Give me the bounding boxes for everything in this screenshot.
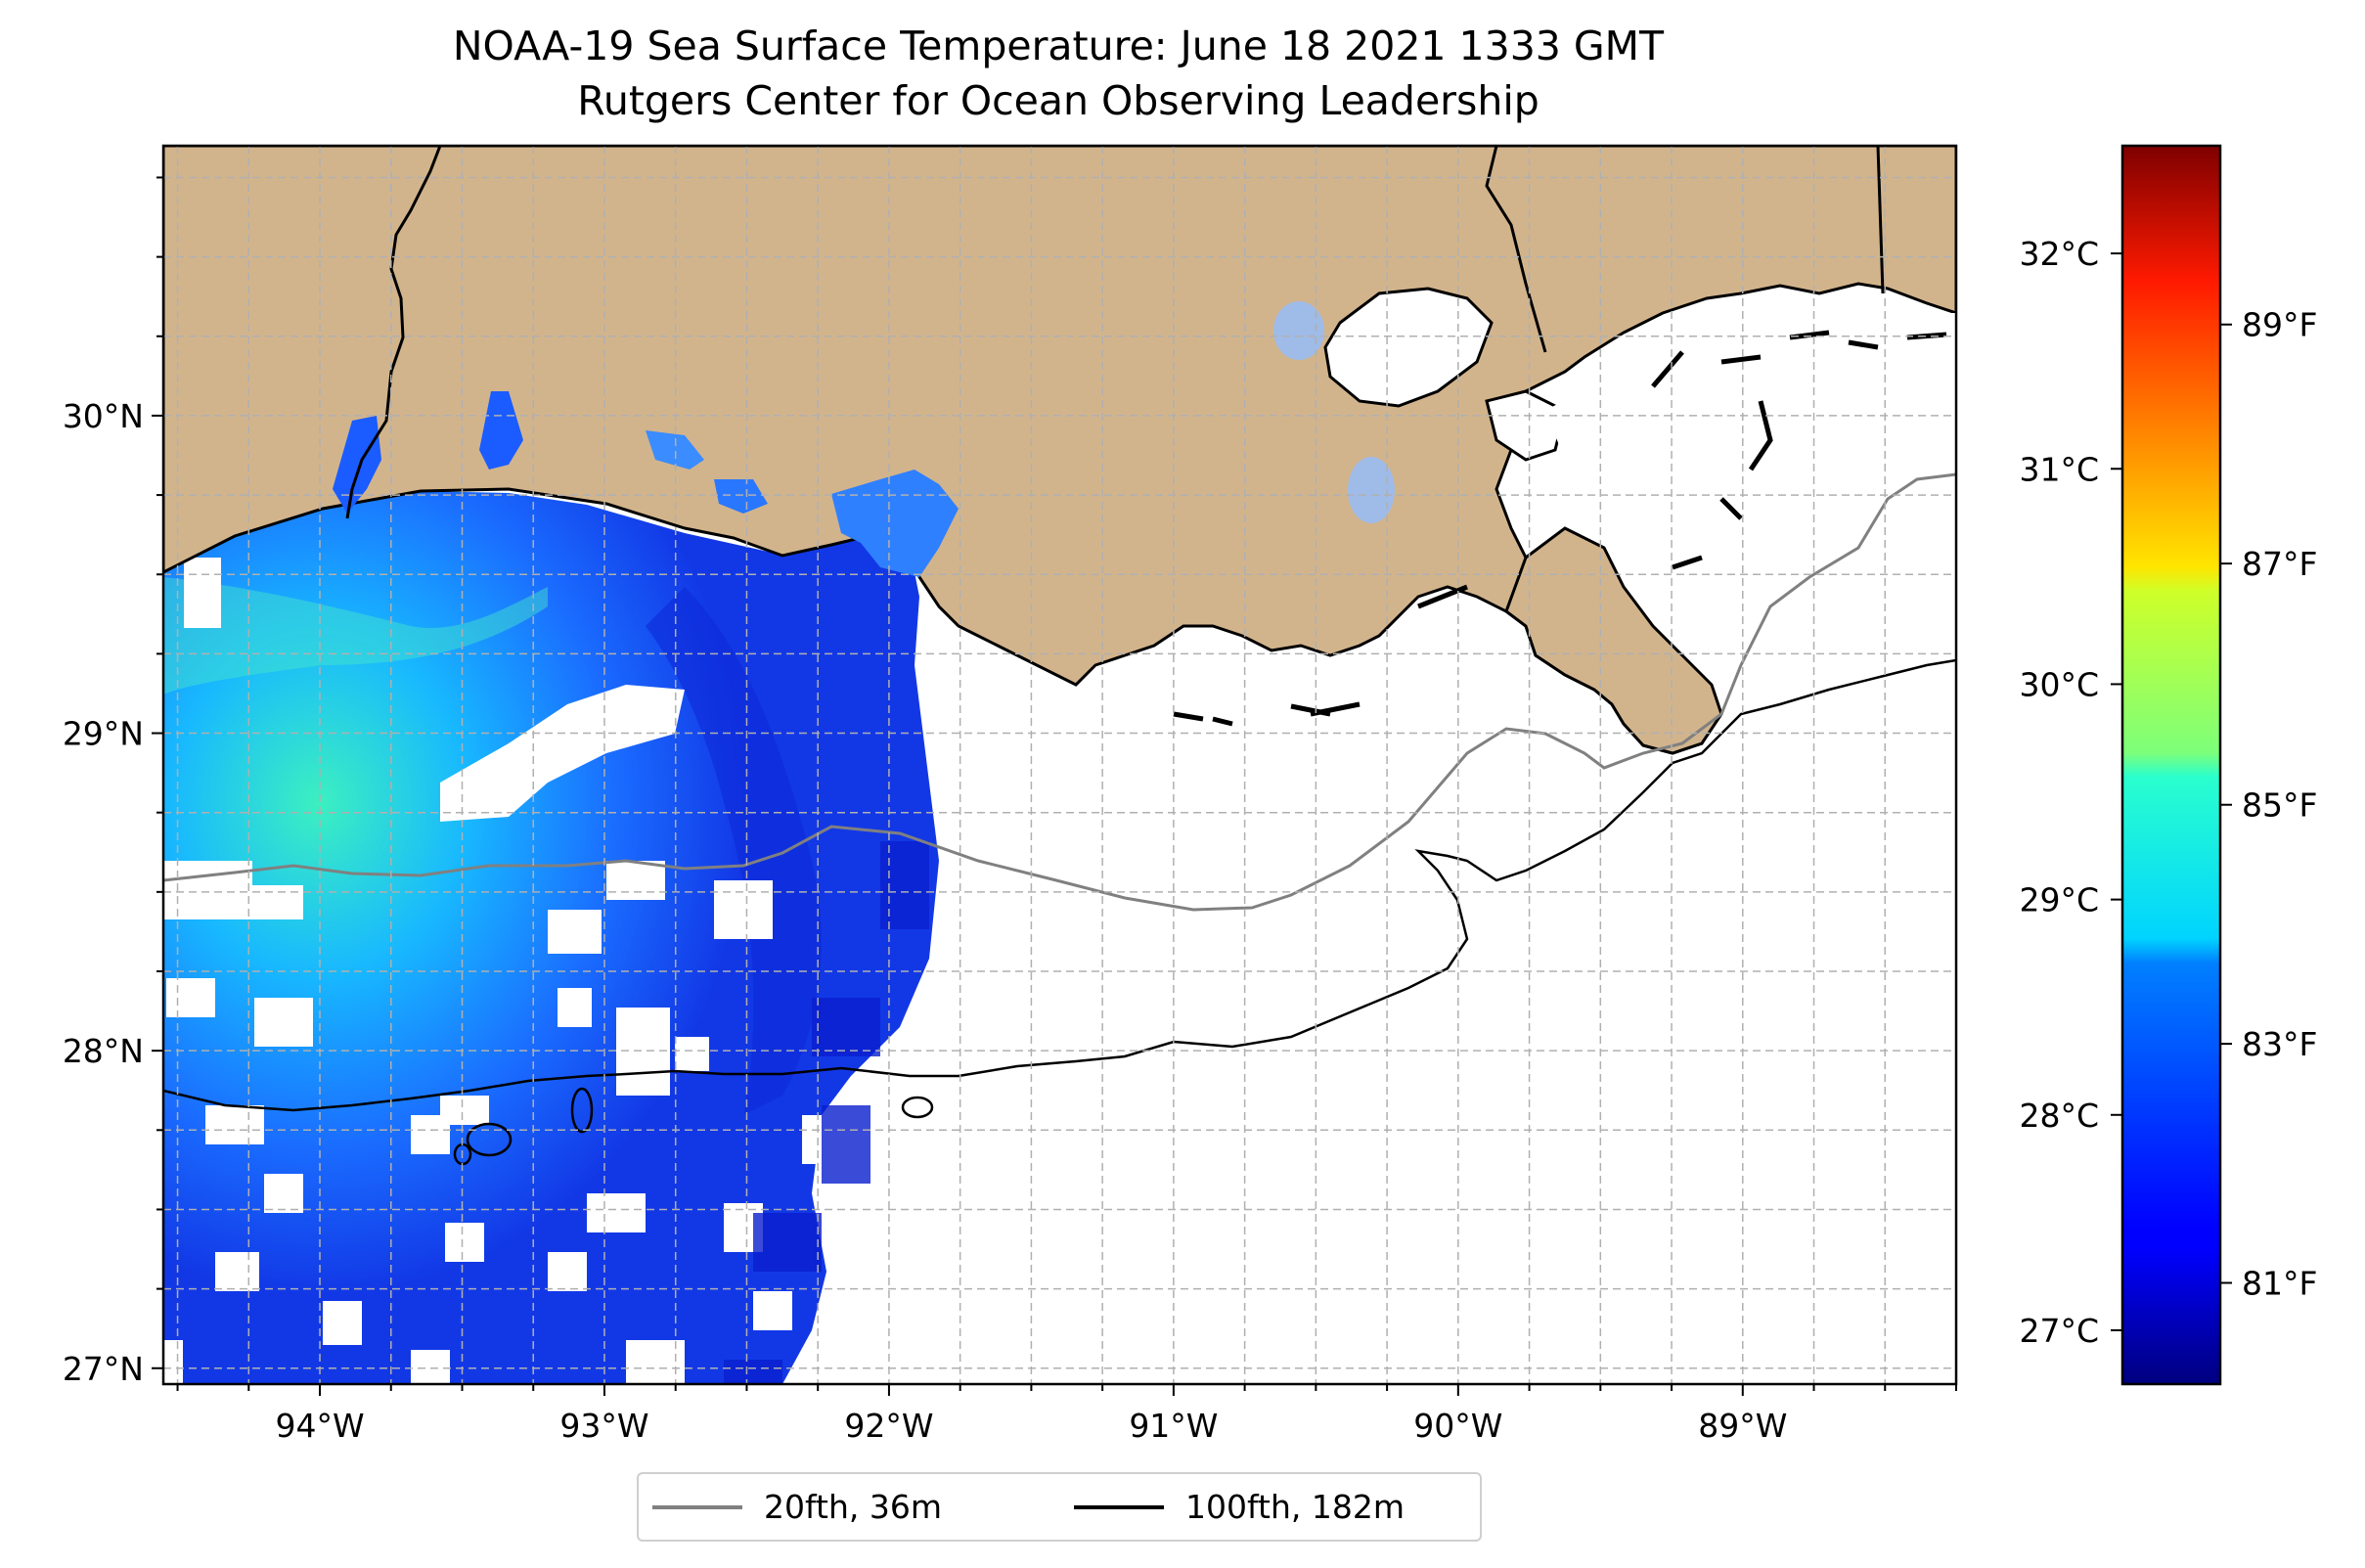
legend-item-100fth: 100fth, 182m [1074, 1474, 1405, 1540]
mississippi-sound [1545, 308, 1956, 704]
fahrenheit-tick-label: 83°F [2242, 1025, 2317, 1063]
border-la-ms [1485, 146, 1547, 353]
celsius-tick-label: 28°C [2019, 1097, 2099, 1135]
mississippi-delta [1504, 526, 1723, 755]
fahrenheit-tick-label: 87°F [2242, 545, 2317, 583]
fahrenheit-tick-label: 85°F [2242, 786, 2317, 825]
celsius-tick-label: 32°C [2019, 235, 2099, 273]
lake-pontchartrain [1323, 287, 1494, 408]
celsius-tick-label: 27°C [2019, 1312, 2099, 1350]
fahrenheit-tick-label: 81°F [2242, 1265, 2317, 1303]
lake-grand-sst [714, 479, 768, 514]
lake-white [646, 430, 704, 470]
lon-tick-label: 94°W [275, 1407, 364, 1445]
lat-tick-label: 29°N [63, 715, 144, 753]
border-ms-al [1876, 146, 1885, 294]
lat-tick-label: 28°N [63, 1032, 144, 1070]
legend-label-20fth: 20fth, 36m [764, 1488, 942, 1526]
legend-item-20fth: 20fth, 36m [652, 1474, 942, 1540]
legend-swatch-20fth [652, 1504, 742, 1509]
isobath-20fth [163, 472, 1956, 912]
vermilion-bay [831, 470, 959, 577]
lake-calcasieu [1273, 301, 1324, 360]
legend-label-100fth: 100fth, 182m [1185, 1488, 1405, 1526]
lon-tick-label: 93°W [559, 1407, 648, 1445]
fahrenheit-tick-label: 89°F [2242, 306, 2317, 344]
colorbar-labels: 27°C 28°C 29°C 30°C 31°C 32°C 81°F 83°F 85°F 87°F… [2019, 235, 2317, 1350]
celsius-tick-label: 31°C [2019, 450, 2099, 488]
lake-sabine [333, 416, 381, 514]
map-area [163, 146, 1956, 1384]
lake-borgne [1485, 389, 1567, 462]
lon-tick-label: 91°W [1129, 1407, 1218, 1445]
lon-tick-label: 89°W [1698, 1407, 1787, 1445]
isobath-100fth [163, 658, 1956, 1112]
map-subtitle: Rutgers Center for Ocean Observing Leade… [577, 77, 1539, 124]
celsius-tick-label: 29°C [2019, 881, 2099, 919]
lat-tick-label: 27°N [63, 1350, 144, 1388]
border-tx-la [345, 146, 442, 519]
lon-tick-label: 90°W [1413, 1407, 1502, 1445]
map-axis-labels: 94°W 93°W 92°W 91°W 90°W 89°W 27°N 28°N 29°N 30°N [63, 397, 1788, 1445]
lake-grand [1348, 457, 1395, 523]
lon-tick-label: 92°W [844, 1407, 933, 1445]
colorbar-ticks [2111, 252, 2232, 1331]
map-title: NOAA-19 Sea Surface Temperature: June 18… [452, 22, 1665, 69]
celsius-tick-label: 30°C [2019, 665, 2099, 703]
map-gridlines [163, 146, 1957, 1384]
barrier-islands [1173, 330, 1947, 727]
lake-calcasieu-sst [479, 391, 523, 470]
sst-swath [163, 491, 939, 1384]
isobath-legend: 20fth, 36m 100fth, 182m [637, 1472, 1482, 1542]
legend-swatch-100fth [1074, 1504, 1164, 1509]
colorbar-frame [2120, 144, 2222, 1386]
colorbar [2122, 146, 2220, 1384]
map-frame [161, 144, 1958, 1386]
map-axis-ticks [152, 176, 1957, 1396]
lat-tick-label: 30°N [63, 397, 144, 435]
